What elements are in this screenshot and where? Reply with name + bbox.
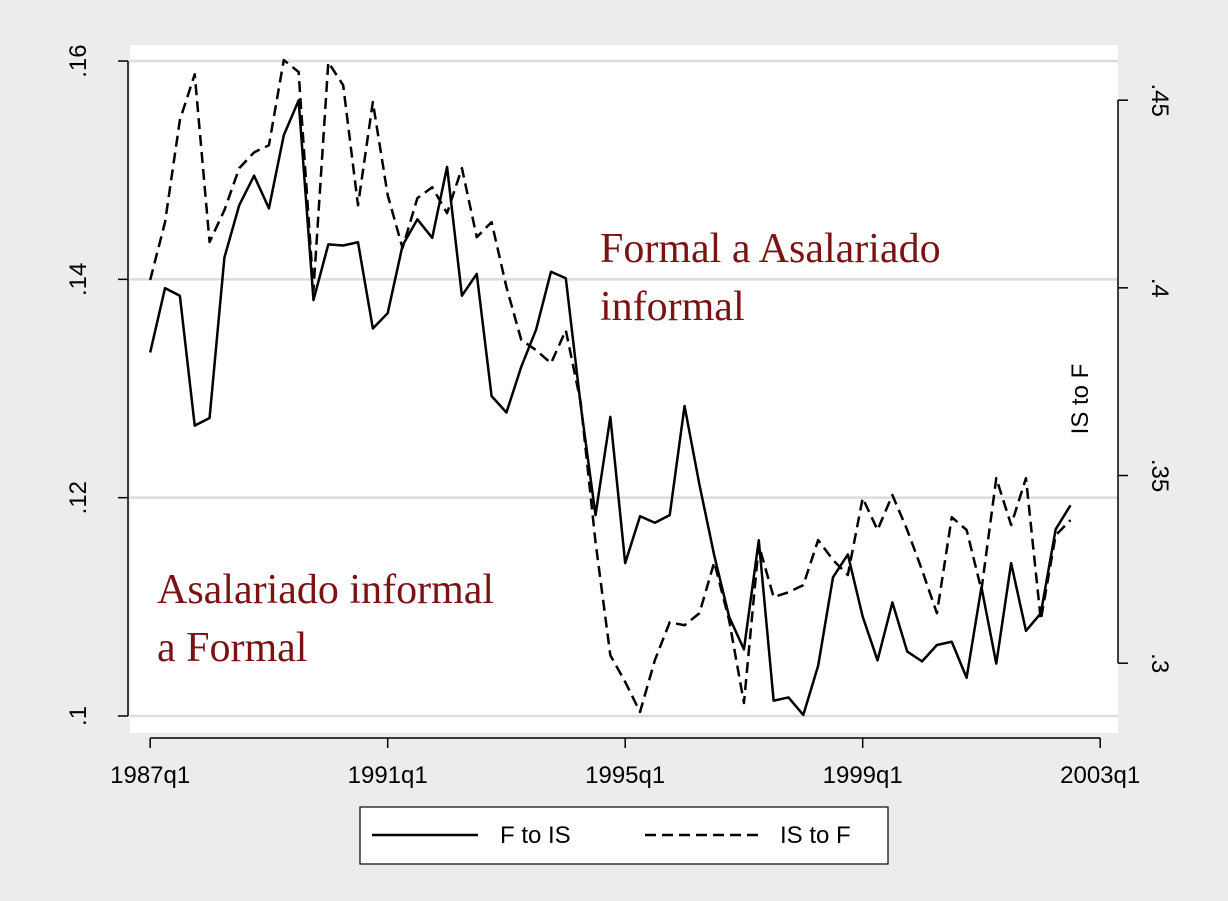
annotation: informal (600, 284, 745, 330)
y2-axis-title: IS to F (1067, 364, 1094, 435)
legend-label: F to IS (500, 822, 571, 849)
y2-tick-label: .4 (1146, 278, 1173, 298)
y-tick-label: .16 (65, 44, 92, 77)
x-tick-label: 2003q1 (1060, 762, 1140, 789)
plot-region (130, 45, 1118, 733)
x-tick-label: 1991q1 (348, 762, 428, 789)
x-tick-label: 1987q1 (110, 762, 190, 789)
y-tick-label: .12 (65, 481, 92, 514)
y2-tick-label: .35 (1146, 459, 1173, 492)
line-series (148, 58, 1072, 714)
annotation: a Formal (157, 625, 307, 671)
x-tick-label: 1999q1 (823, 762, 903, 789)
x-tick-label: 1995q1 (585, 762, 665, 789)
annotation: Formal a Asalariado (600, 226, 941, 272)
legend-label: IS to F (780, 822, 851, 849)
legend: F to IS IS to F (359, 806, 889, 865)
y-tick-label: .14 (65, 263, 92, 296)
annotation: Asalariado informal (157, 567, 494, 613)
y2-tick-label: .3 (1146, 653, 1173, 673)
y2-tick-label: .45 (1146, 83, 1173, 116)
line-series (148, 99, 1072, 717)
y-tick-label: .1 (65, 706, 92, 726)
